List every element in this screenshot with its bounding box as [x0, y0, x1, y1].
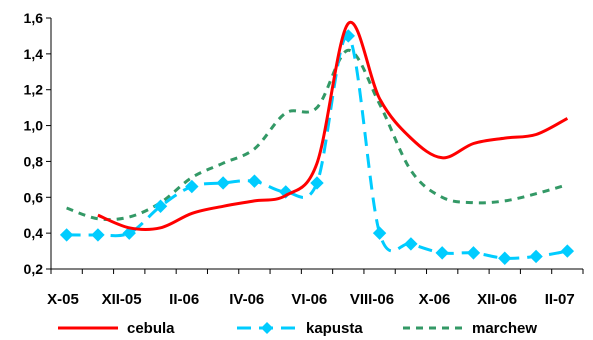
- data-point-kapusta: [247, 174, 262, 188]
- y-tick-label: 1,6: [24, 10, 44, 26]
- data-point-kapusta: [435, 246, 449, 260]
- legend-label-cebula: cebula: [127, 320, 175, 337]
- y-tick-label: 0,8: [24, 153, 44, 169]
- legend-label-kapusta: kapusta: [306, 320, 363, 337]
- series-line-marchew: [66, 48, 568, 222]
- x-tick-label: VIII-06: [350, 291, 394, 308]
- chart-axes: 0,2 0,4 0,6 0,8 1,0 1,2 1,4 1,6 X-05 XII-05 II-06 I…: [24, 10, 584, 308]
- data-point-kapusta: [216, 176, 230, 190]
- data-point-kapusta: [153, 199, 168, 213]
- chart-series: [59, 20, 575, 265]
- y-tick-label: 1,4: [24, 46, 44, 62]
- x-tick-label: XII-06: [477, 291, 517, 308]
- data-point-kapusta: [185, 179, 199, 194]
- x-tick-label: IV-06: [229, 291, 264, 308]
- data-point-kapusta: [122, 226, 136, 240]
- legend-marker-kapusta: [261, 322, 273, 334]
- data-point-kapusta: [529, 249, 543, 264]
- data-point-kapusta: [372, 226, 387, 240]
- x-tick-label: II-06: [169, 291, 199, 308]
- data-point-kapusta: [498, 251, 512, 265]
- data-point-kapusta: [466, 246, 481, 260]
- y-tick-label: 1,0: [24, 118, 44, 134]
- data-point-kapusta: [91, 228, 105, 242]
- data-point-kapusta: [560, 244, 575, 258]
- legend-label-marchew: marchew: [472, 320, 537, 337]
- data-point-kapusta: [59, 228, 74, 242]
- series-line-cebula: [97, 20, 569, 231]
- y-tick-label: 1,2: [24, 82, 44, 98]
- chart-legend: cebula kapusta marchew: [58, 320, 537, 337]
- x-tick-label: X-06: [419, 291, 451, 308]
- y-tick-label: 0,4: [24, 225, 44, 241]
- x-tick-label: XII-05: [102, 291, 142, 308]
- data-point-kapusta: [404, 237, 418, 251]
- x-tick-label: II-07: [545, 291, 575, 308]
- y-tick-label: 0,2: [24, 261, 44, 277]
- series-line-kapusta: [66, 34, 568, 260]
- x-tick-label: X-05: [47, 291, 79, 308]
- y-tick-label: 0,6: [24, 189, 44, 205]
- x-tick-label: VI-06: [291, 291, 327, 308]
- data-point-kapusta: [310, 176, 324, 190]
